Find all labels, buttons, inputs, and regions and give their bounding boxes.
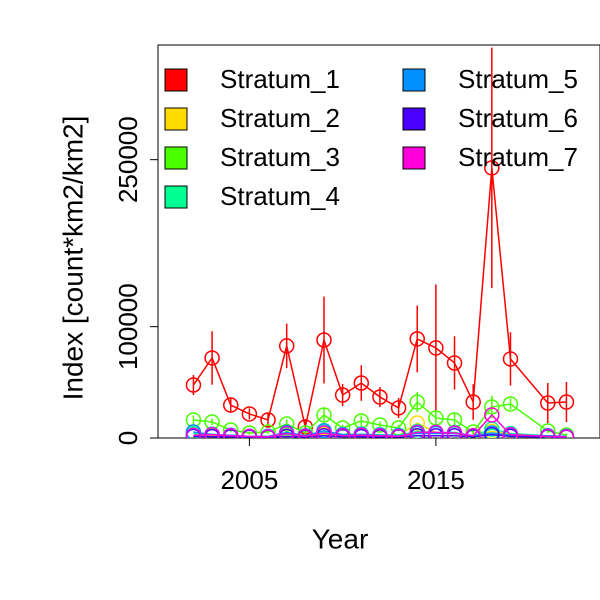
series-line (193, 400, 567, 436)
point (540, 395, 556, 411)
point (222, 397, 239, 413)
point (222, 428, 239, 438)
legend-label: Stratum_6 (458, 103, 578, 133)
point (260, 412, 276, 428)
point (540, 423, 556, 438)
legend-swatch (164, 185, 188, 209)
point (428, 340, 444, 356)
x-tick-label: 2015 (407, 465, 465, 495)
legend-swatch (164, 107, 188, 131)
point (241, 428, 258, 438)
legend-swatch (402, 68, 426, 92)
point (484, 407, 500, 423)
series-line (193, 413, 567, 438)
point (428, 424, 444, 438)
point (372, 389, 388, 405)
point (409, 331, 425, 347)
legend-label: Stratum_7 (458, 142, 578, 172)
point (502, 396, 519, 412)
point (409, 394, 425, 410)
point (465, 424, 481, 438)
point (241, 425, 258, 438)
legend-label: Stratum_1 (220, 64, 340, 94)
y-tick-label: 0 (113, 431, 143, 445)
point (278, 425, 295, 438)
point (484, 160, 500, 176)
legend-label: Stratum_4 (220, 181, 340, 211)
legend-label: Stratum_2 (220, 103, 340, 133)
y-axis-label: Index [count*km2/km2] (57, 116, 88, 401)
series-line (192, 167, 567, 428)
point (241, 406, 258, 422)
point (260, 424, 276, 438)
point (540, 428, 556, 438)
legend-label: Stratum_3 (220, 142, 340, 172)
point (185, 377, 202, 393)
point (372, 428, 388, 438)
point (465, 428, 481, 438)
x-axis-label: Year (312, 523, 369, 554)
point (484, 426, 500, 438)
point (260, 429, 276, 438)
point (446, 355, 463, 371)
point (390, 400, 407, 416)
point (278, 416, 295, 432)
x-tick-label: 2005 (220, 465, 278, 495)
point (334, 387, 351, 403)
legend-label: Stratum_5 (458, 64, 578, 94)
point (409, 428, 425, 438)
point (204, 426, 220, 438)
point (502, 351, 519, 367)
point (446, 425, 463, 438)
plot-area (185, 47, 575, 438)
point (334, 428, 351, 438)
point (409, 424, 425, 438)
point (465, 394, 481, 410)
point (558, 394, 575, 410)
point (409, 415, 425, 431)
legend-swatch (402, 146, 426, 170)
point (185, 427, 202, 438)
legend-swatch (402, 107, 426, 131)
y-tick-label: 100000 (113, 283, 143, 370)
plot-box (157, 44, 600, 439)
point (278, 338, 295, 354)
point (390, 428, 407, 438)
point (353, 427, 370, 438)
point (204, 350, 220, 366)
point (353, 375, 370, 391)
point (558, 429, 575, 438)
y-tick-label: 250000 (113, 116, 143, 203)
legend-swatch (164, 146, 188, 170)
point (502, 426, 519, 438)
point (372, 417, 388, 433)
point (316, 332, 332, 348)
legend-swatch (164, 68, 188, 92)
point (316, 425, 332, 438)
point (316, 407, 332, 423)
point (428, 428, 444, 438)
point (297, 428, 314, 438)
